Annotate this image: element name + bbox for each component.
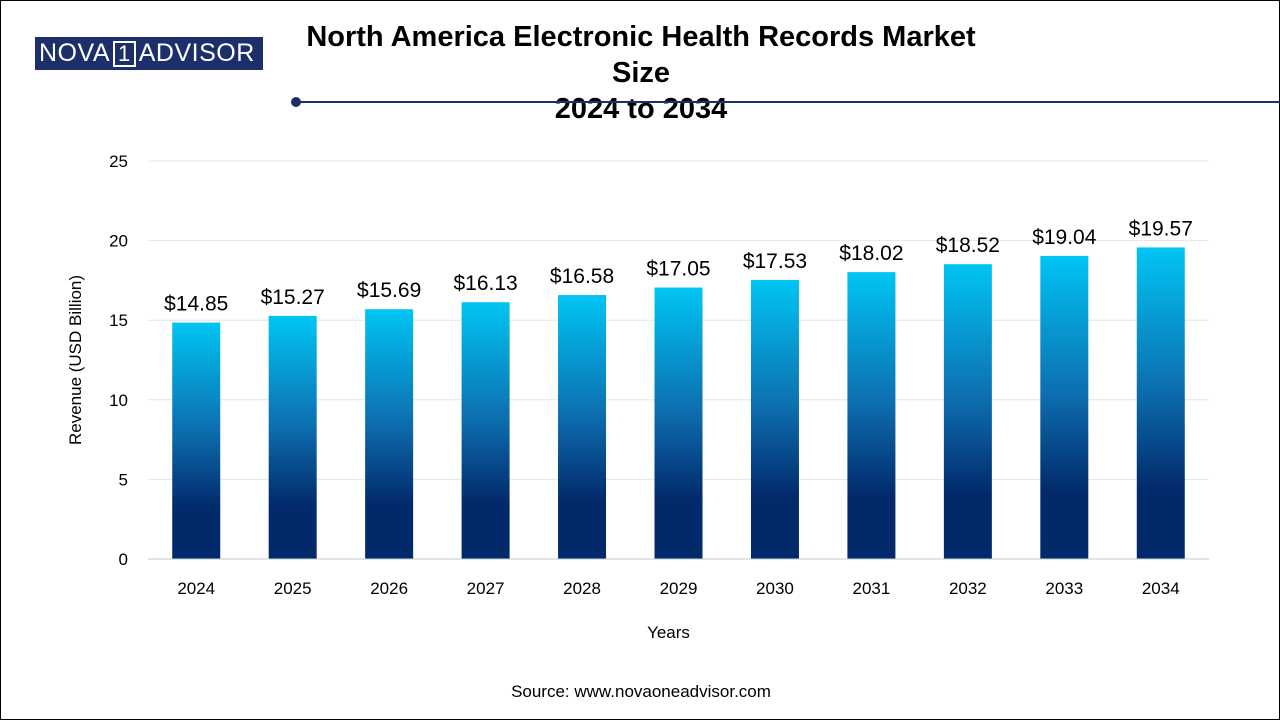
data-label: $14.85 xyxy=(164,293,228,316)
data-label: $15.27 xyxy=(261,286,325,309)
source-note: Source: www.novaoneadvisor.com xyxy=(511,682,771,701)
y-tick-label: 10 xyxy=(109,391,128,410)
x-tick-label: 2026 xyxy=(370,579,408,598)
x-tick-label: 2032 xyxy=(949,579,987,598)
data-label: $18.02 xyxy=(839,242,903,265)
logo-text-right: ADVISOR xyxy=(138,39,255,67)
y-axis-ticks: 0 5 10 15 20 25 xyxy=(109,152,128,569)
x-tick-label: 2030 xyxy=(756,579,794,598)
chart-title: North America Electronic Health Records … xyxy=(281,19,1001,127)
x-axis-label: Years xyxy=(647,623,690,642)
data-label: $19.57 xyxy=(1129,217,1193,240)
x-axis-ticks: 2024 2025 2026 2027 2028 2029 2030 2031 2032 2033… xyxy=(177,579,1179,598)
x-tick-label: 2033 xyxy=(1045,579,1083,598)
bar xyxy=(365,309,414,559)
x-tick-label: 2031 xyxy=(852,579,890,598)
chart-title-line2: 2024 to 2034 xyxy=(554,93,728,125)
bar xyxy=(1136,247,1185,559)
x-tick-label: 2027 xyxy=(467,579,505,598)
data-label: $16.13 xyxy=(453,272,517,295)
bar xyxy=(1040,255,1089,560)
x-tick-label: 2028 xyxy=(563,579,601,598)
y-tick-label: 0 xyxy=(119,550,128,569)
data-label: $18.52 xyxy=(936,234,1000,257)
bar xyxy=(847,272,896,559)
x-tick-label: 2024 xyxy=(177,579,215,598)
data-label: $17.53 xyxy=(743,250,807,273)
data-label: $17.05 xyxy=(646,258,710,281)
title-rule-dot xyxy=(291,97,301,107)
title-rule xyxy=(299,101,1280,103)
y-axis-label: Revenue (USD Billion) xyxy=(66,275,85,445)
bar xyxy=(558,295,607,559)
data-label: $19.04 xyxy=(1032,226,1097,249)
bar xyxy=(750,279,799,559)
x-tick-label: 2025 xyxy=(274,579,312,598)
logo-text-left: NOVA xyxy=(39,39,110,67)
bar xyxy=(172,322,221,559)
brand-logo: NOVA 1 ADVISOR xyxy=(35,37,263,70)
bar xyxy=(943,264,992,559)
chart-title-line1: North America Electronic Health Records … xyxy=(306,21,976,89)
data-label: $16.58 xyxy=(550,265,614,288)
data-labels: $14.85 $15.27 $15.69 $16.13 $16.58 $17.05 $17.… xyxy=(164,217,1193,315)
bar xyxy=(461,302,510,559)
bar xyxy=(268,315,317,559)
x-tick-label: 2034 xyxy=(1142,579,1180,598)
y-tick-label: 15 xyxy=(109,311,128,330)
data-label: $15.69 xyxy=(357,279,421,302)
bar xyxy=(654,287,703,559)
y-tick-label: 25 xyxy=(109,152,128,171)
y-tick-label: 5 xyxy=(119,470,128,489)
x-tick-label: 2029 xyxy=(660,579,698,598)
logo-mark: 1 xyxy=(113,40,136,67)
y-tick-label: 20 xyxy=(109,232,128,251)
bars xyxy=(172,247,1185,560)
